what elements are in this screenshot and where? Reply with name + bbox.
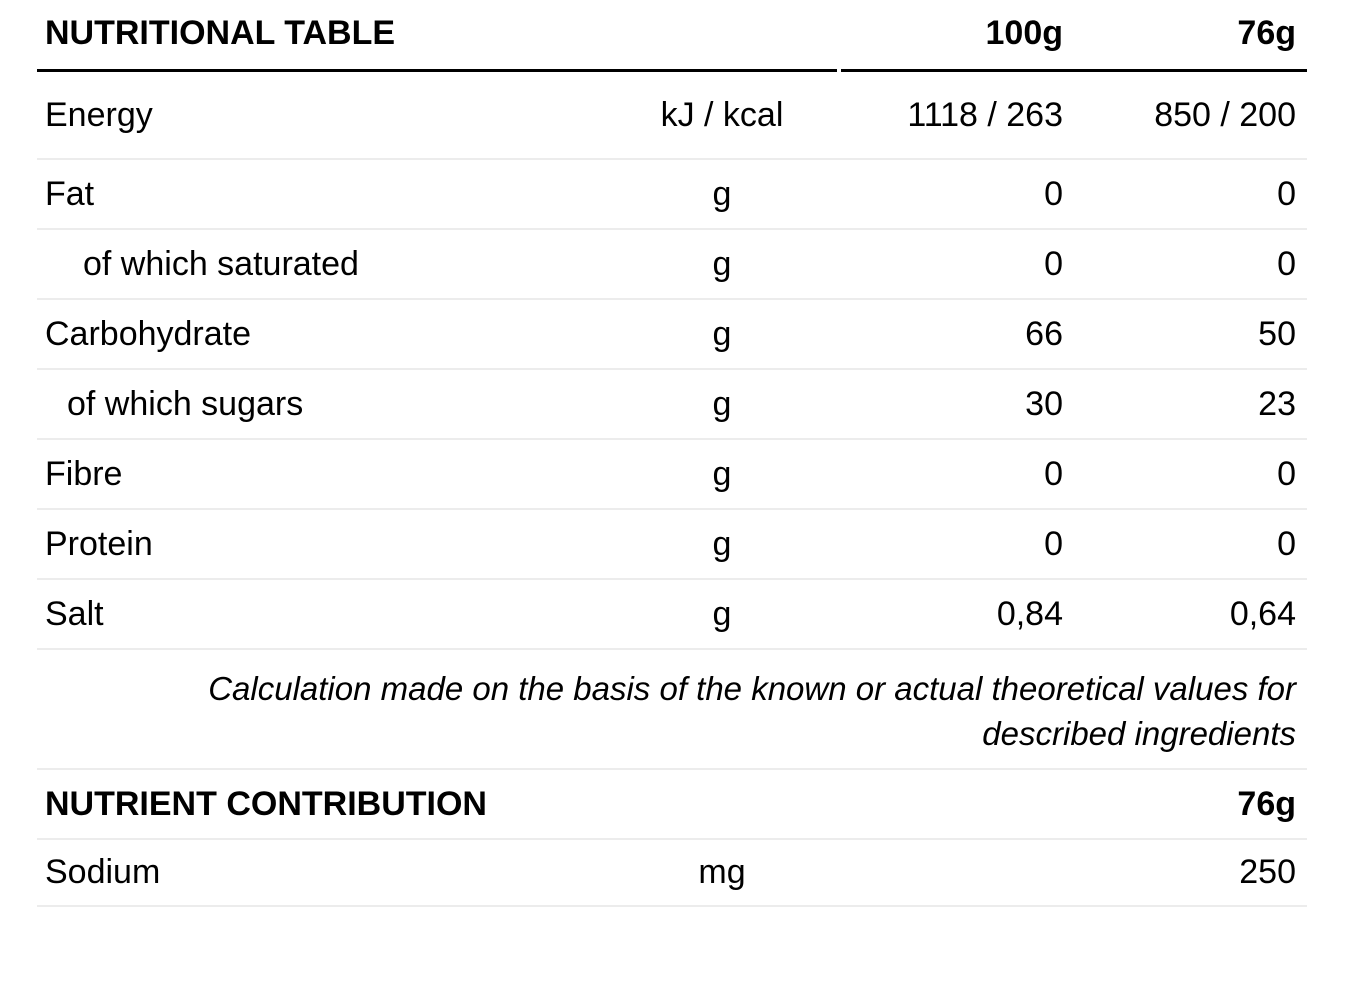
value-per-100g: 0 — [1044, 244, 1063, 283]
table-row-saturated: of which saturated g 0 0 — [37, 230, 1307, 300]
value-per-76g: 50 — [1258, 314, 1296, 353]
table-row-fat: Fat g 0 0 — [37, 160, 1307, 230]
nutrient-label: Fibre — [45, 454, 123, 493]
nutritional-table-title: NUTRITIONAL TABLE — [45, 14, 396, 52]
value-per-76g: 0 — [1277, 174, 1296, 213]
unit-cell: g — [712, 454, 732, 493]
calculation-note-line2: described ingredients — [982, 715, 1296, 752]
nutrient-label: Protein — [45, 524, 153, 563]
value-per-100g: 0 — [1044, 454, 1063, 493]
value-per-76g: 0 — [1277, 244, 1296, 283]
nutrient-label: Sodium — [45, 853, 161, 891]
value-per-76g: 250 — [1239, 853, 1296, 891]
value-per-100g: 0,84 — [996, 594, 1063, 633]
value-per-76g: 0,64 — [1229, 594, 1296, 633]
calculation-note-line1: Calculation made on the basis of the kno… — [208, 670, 1296, 707]
value-per-76g: 850 / 200 — [1154, 95, 1296, 134]
table-row-fibre: Fibre g 0 0 — [37, 440, 1307, 510]
nutrient-label: of which saturated — [83, 244, 359, 283]
value-per-76g: 0 — [1277, 524, 1296, 563]
value-per-100g: 30 — [1025, 384, 1063, 423]
table-row-salt: Salt g 0,84 0,64 — [37, 580, 1307, 650]
nutrient-label: Carbohydrate — [45, 314, 252, 353]
unit-cell: g — [712, 314, 732, 353]
table-row-sugars: of which sugars g 30 23 — [37, 370, 1307, 440]
nutrient-contribution-title: NUTRIENT CONTRIBUTION — [45, 784, 487, 823]
unit-cell: g — [712, 594, 732, 633]
value-per-100g: 0 — [1044, 174, 1063, 213]
value-per-100g: 1118 / 263 — [907, 95, 1063, 134]
table-row-energy: Energy kJ / kcal 1118 / 263 850 / 200 — [37, 72, 1307, 160]
unit-cell: g — [712, 174, 732, 213]
calculation-note: Calculation made on the basis of the kno… — [37, 650, 1307, 770]
unit-cell: g — [712, 524, 732, 563]
value-per-100g: 0 — [1044, 524, 1063, 563]
nutritional-table-header: NUTRITIONAL TABLE 100g 76g — [37, 0, 1307, 72]
column-header-100g: 100g — [985, 14, 1064, 52]
value-per-76g: 23 — [1258, 384, 1296, 423]
unit-cell: g — [712, 384, 732, 423]
unit-cell: mg — [698, 853, 746, 891]
table-row-protein: Protein g 0 0 — [37, 510, 1307, 580]
nutrient-label: of which sugars — [67, 384, 304, 423]
unit-cell: g — [712, 244, 732, 283]
column-header-76g: 76g — [1237, 14, 1296, 52]
column-header-76g: 76g — [1237, 784, 1296, 823]
nutrition-panel: NUTRITIONAL TABLE 100g 76g Energy kJ / k… — [37, 0, 1307, 907]
nutrient-contribution-header: NUTRIENT CONTRIBUTION 76g — [37, 770, 1307, 840]
value-per-100g: 66 — [1025, 314, 1063, 353]
nutrient-label: Salt — [45, 594, 104, 633]
value-per-76g: 0 — [1277, 454, 1296, 493]
unit-cell: kJ / kcal — [660, 95, 784, 134]
nutrient-label: Energy — [45, 95, 153, 134]
table-row-carbohydrate: Carbohydrate g 66 50 — [37, 300, 1307, 370]
nutrient-label: Fat — [45, 174, 95, 213]
table-row-sodium: Sodium mg 250 — [37, 840, 1307, 907]
